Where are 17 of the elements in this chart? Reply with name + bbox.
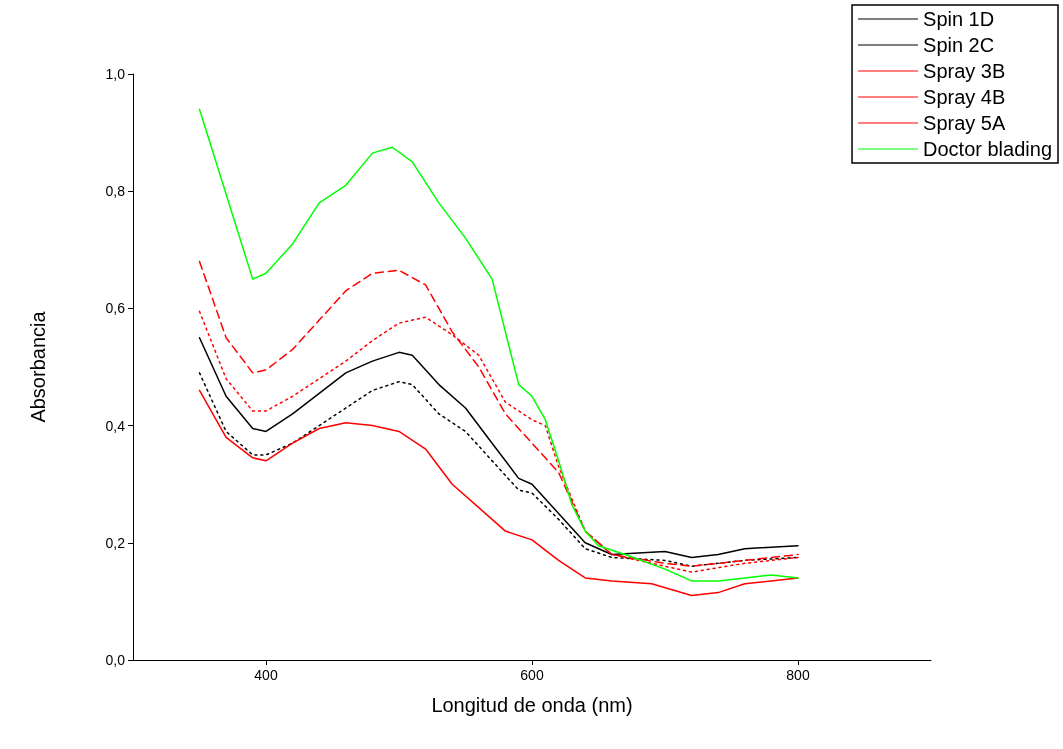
y-tick-label: 0,6	[105, 300, 126, 317]
legend-label: Spray 4B	[923, 86, 1006, 108]
legend-label: Spin 2C	[923, 34, 995, 56]
x-tick-label: 600	[520, 667, 544, 683]
legend-label: Spin 1D	[923, 8, 995, 30]
y-tick-label: 1,0	[105, 66, 126, 82]
y-tick-label: 0,0	[105, 652, 126, 668]
y-tick-label: 0,2	[105, 534, 126, 551]
x-axis-title: Longitud de onda (nm)	[431, 694, 633, 716]
legend-label: Spray 5A	[923, 112, 1006, 134]
legend-label: Doctor blading	[923, 138, 1052, 160]
x-tick-label: 400	[254, 667, 278, 683]
y-axis-title: Absorbancia	[27, 310, 49, 423]
y-tick-label: 0,8	[105, 183, 126, 200]
y-tick-label: 0,4	[105, 417, 126, 434]
x-tick-label: 800	[786, 667, 810, 683]
legend-label: Spray 3B	[923, 60, 1006, 82]
